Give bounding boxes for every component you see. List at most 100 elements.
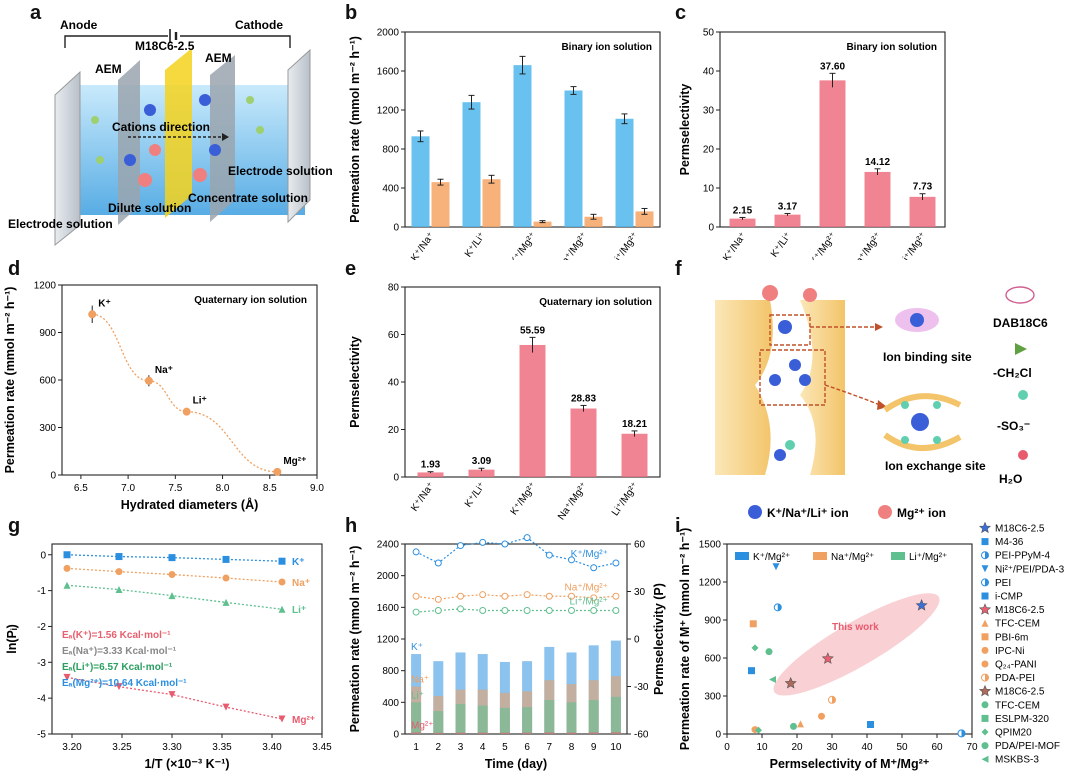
x-tick-label: 3.35 — [212, 742, 232, 753]
y-tick-label: 1600 — [377, 67, 400, 78]
selectivity-line — [416, 594, 616, 601]
stability-bar — [433, 732, 444, 734]
x-tick-label: Li⁺/Mg²⁺ — [610, 480, 641, 518]
x-tick-label: 9.0 — [310, 483, 324, 494]
legend-swatch — [735, 552, 749, 560]
concentrate-solution-label: Concentrate solution — [188, 191, 308, 205]
panel-label-b: b — [345, 2, 358, 24]
x-axis-title: 1/T (×10⁻³ K⁻¹) — [144, 757, 229, 771]
legend-marker — [978, 603, 992, 615]
stability-bar — [544, 699, 555, 734]
legend-marker — [981, 714, 989, 722]
legend-marker — [981, 565, 989, 573]
bar — [411, 136, 430, 227]
selectivity-point — [523, 591, 531, 599]
data-point — [168, 570, 176, 578]
benchmark-point — [867, 721, 874, 728]
data-point — [278, 605, 286, 613]
data-point — [278, 578, 286, 586]
y-axis-title: Permselectivity — [348, 336, 362, 428]
selectivity-point — [590, 594, 598, 602]
ion-legend-1: K⁺/Na⁺/Li⁺ ion — [767, 506, 849, 520]
data-point — [63, 673, 71, 681]
bar — [570, 408, 597, 477]
y-tick-label: 30 — [703, 106, 715, 117]
selectivity-label: K⁺/Mg²⁺ — [571, 549, 608, 560]
x-tick-label: K⁺/Mg²⁺ — [509, 230, 539, 260]
y-tick-label: 300 — [704, 692, 721, 703]
benchmark-point — [749, 620, 757, 628]
x-tick-label: 30 — [826, 742, 838, 753]
data-point — [88, 310, 97, 319]
x-tick-label: K⁺/Mg²⁺ — [509, 480, 539, 517]
electrode-solution-left-label: Electrode solution — [8, 217, 113, 231]
selectivity-point — [434, 559, 442, 567]
x-axis-title: Permselectivity of M⁺/Mg²⁺ — [770, 757, 930, 771]
benchmark-point-fill — [832, 696, 836, 704]
bar — [584, 216, 603, 227]
bar — [909, 196, 936, 227]
stability-bar — [566, 702, 577, 734]
y-tick-label: 2000 — [377, 28, 400, 39]
x-tick-label: 10 — [756, 742, 768, 753]
panel-label-c: c — [675, 2, 687, 24]
y-tick-label: 400 — [382, 184, 399, 195]
legend-marker-fill — [985, 551, 989, 559]
legend-entry: M18C6-2.5 — [995, 687, 1045, 698]
y-tick-label: -1 — [37, 586, 46, 597]
x-tick-label: 50 — [896, 742, 908, 753]
mg-ion-icon — [878, 505, 892, 519]
legend-entry: PEI — [995, 578, 1011, 589]
y-right-tick-label: -30 — [634, 682, 649, 693]
legend-entry: PDA/PEI-MOF — [995, 741, 1060, 752]
x-tick-label: 7 — [547, 742, 553, 753]
legend-entry: TFC-CEM — [995, 619, 1040, 630]
y-tick-label: 80 — [388, 283, 400, 294]
stability-bar — [588, 732, 599, 734]
bar-series-label: Li⁺ — [411, 690, 424, 701]
y-tick-label: 600 — [39, 376, 56, 387]
y-tick-label: 0 — [393, 223, 399, 234]
x-tick-label: K⁺/Li⁺ — [463, 480, 488, 509]
panel-label-a: a — [30, 2, 42, 24]
legend-marker — [981, 742, 989, 750]
ion-legend-2: Mg²⁺ ion — [897, 506, 946, 520]
y-tick-label: 1500 — [699, 540, 722, 551]
x-tick-label: 7.0 — [121, 483, 135, 494]
legend-label: Li⁺/Mg²⁺ — [909, 552, 947, 563]
selectivity-line — [415, 537, 617, 569]
legend-entry: QPIM20 — [995, 728, 1032, 739]
x-tick-label: 40 — [861, 742, 873, 753]
y-right-tick-label: 30 — [634, 587, 646, 598]
selectivity-point — [479, 607, 487, 614]
x-tick-label: Na⁺/Mg²⁺ — [556, 480, 590, 520]
data-point — [278, 715, 286, 723]
benchmark-point — [748, 667, 755, 675]
y-right-tick-label: 60 — [634, 540, 646, 551]
selectivity-point — [412, 548, 420, 556]
stability-bar — [499, 732, 510, 734]
chart-b: 0 400 800 1200 1600 2000 Permeation rate (mmol… — [348, 28, 661, 260]
stability-bar — [588, 699, 599, 734]
x-tick-label: K⁺/Na⁺ — [409, 480, 437, 513]
y-right-tick-label: 0 — [634, 635, 640, 646]
data-point — [182, 407, 191, 416]
membrane-plate — [165, 48, 192, 218]
data-label: 3.17 — [778, 201, 798, 212]
x-tick-label: 2 — [436, 742, 442, 753]
benchmark-point-fill — [777, 603, 782, 611]
aem-right-label: AEM — [205, 51, 232, 65]
y-tick-label: 10 — [703, 184, 715, 195]
bar — [533, 221, 552, 227]
legend-swatch — [891, 552, 905, 560]
selectivity-line — [416, 608, 616, 613]
bar — [774, 214, 801, 227]
y-tick-label: 2400 — [377, 540, 400, 551]
benchmark-point — [790, 722, 797, 730]
legend-entry: IPC-Ni — [995, 646, 1024, 657]
selectivity-point — [434, 595, 442, 603]
x-tick-label: Li⁺/Mg²⁺ — [898, 230, 929, 260]
x-tick-label: 0 — [724, 742, 730, 753]
benchmark-point — [784, 676, 797, 689]
